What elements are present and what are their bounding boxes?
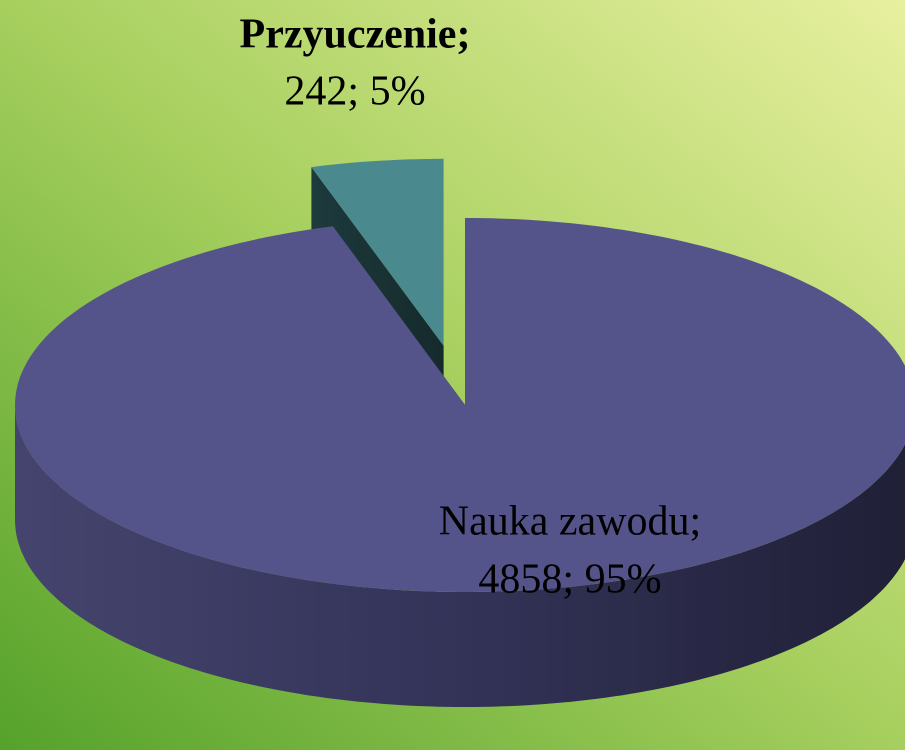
slice	[311, 158, 444, 346]
slice	[15, 218, 905, 592]
slice-label: Przyuczenie;	[240, 12, 471, 58]
slice-side	[15, 405, 905, 707]
slice-label: Nauka zawodu;	[439, 499, 701, 545]
slice-value-label: 4858; 95%	[478, 557, 661, 603]
slice-value-label: 242; 5%	[284, 69, 425, 115]
